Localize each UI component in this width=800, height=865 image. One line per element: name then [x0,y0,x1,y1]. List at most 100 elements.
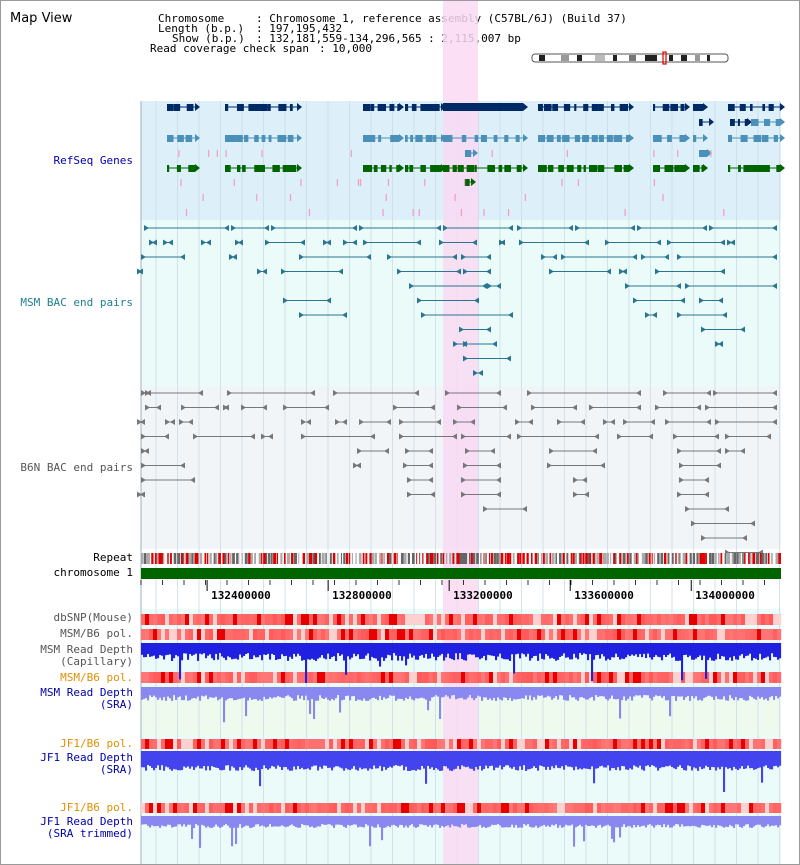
jf1-depth-trimmed-bar [219,816,222,828]
msm-bac-end-left [453,341,458,347]
b6n-bac-end-left [665,419,670,425]
msm-bac-end-left [359,225,364,231]
msm-depth-capillary-bar [271,643,274,654]
msm-b6-pol-strip-cell [217,629,222,640]
jf1-depth-trimmed-bar [269,816,272,825]
msm-depth-capillary-bar [749,643,752,654]
msm-depth-sra-bar [343,687,346,700]
msm-depth-sra-bar [513,687,516,700]
dbsnp-strip-cell [521,614,526,625]
jf1-b6-pol2-strip-cell [717,803,722,813]
msm-depth-sra-bar [751,687,754,698]
refseq-gene-row3-exon [443,135,452,142]
msm-bac-end-left [541,254,546,260]
msm-depth-capillary-bar [757,643,760,660]
jf1-depth-sra-bar [147,751,150,766]
jf1-depth-trimmed-bar [619,816,622,838]
msm-depth-capillary-bar [283,643,286,657]
jf1-depth-sra-bar [703,751,706,769]
msm-depth-sra-bar [577,687,580,701]
refseq-gene-row5-exon [679,165,685,172]
dbsnp-strip-cell [317,614,322,625]
jf1-depth-sra-bar [213,751,216,768]
msm-b6-pol-strip-cell [533,629,538,640]
msm-bac-end-left [144,225,149,231]
msm-depth-sra-bar [281,687,284,698]
refseq-gene-row3-exon [369,135,376,142]
msm-depth-sra-bar [227,687,230,699]
repeat-element [403,553,407,564]
label-repeat: Repeat [93,551,133,564]
dbsnp-strip-cell [149,614,154,625]
repeat-element [742,553,744,564]
jf1-b6-pol2-strip-cell [205,803,210,813]
jf1-depth-trimmed-bar [527,816,530,825]
msm-depth-sra-bar [147,687,150,701]
b6n-bac-end-right [490,448,495,454]
msm-depth-capillary-bar [243,643,246,656]
jf1-b6-pol-strip-cell [353,739,358,749]
msm-depth-capillary-bar [569,643,572,660]
jf1-b6-pol2-strip-cell [221,803,226,813]
repeat-element [677,553,680,564]
jf1-b6-pol2-strip-cell [237,803,242,813]
refseq-gene-row1-exon [583,104,589,111]
jf1-depth-trimmed-bar [757,816,760,825]
repeat-element [318,553,321,564]
jf1-depth-sra-bar [329,751,332,768]
jf1-depth-sra-bar [361,751,364,770]
msm-depth-capillary-bar [247,643,250,654]
jf1-b6-pol-strip-cell [385,739,390,749]
refseq-gene-row3-exon [740,135,748,142]
jf1-depth-trimmed-bar [741,816,744,828]
repeat-element [679,553,681,564]
refseq-gene-row4-exon [699,150,705,157]
b6n-bac-end-left [589,404,594,411]
dbsnp-strip-cell [593,614,598,625]
jf1-b6-pol-strip-cell [613,739,618,749]
b6n-bac-end-left [137,419,142,425]
repeat-element [146,553,150,564]
jf1-depth-sra-bar [705,751,708,766]
repeat-element [371,553,375,564]
repeat-element [160,553,164,564]
jf1-depth-trimmed-bar [301,816,304,825]
msm-b6-pol2-strip-cell [161,672,166,683]
msm-depth-capillary-bar [257,643,260,658]
repeat-element [213,553,217,564]
msm-bac-end-right [486,254,491,260]
msm-depth-sra-bar [759,687,762,699]
repeat-element [431,553,434,564]
msm-depth-capillary-bar [383,643,386,661]
jf1-depth-sra-bar [369,751,372,769]
b6n-bac-end-left [193,433,198,440]
msm-b6-pol2-strip-cell [649,672,654,683]
msm-depth-capillary-bar [325,643,328,660]
msm-b6-pol2-strip-cell [377,672,382,683]
jf1-b6-pol2-strip-cell [277,803,282,813]
msm-depth-capillary-bar [553,643,556,659]
msm-depth-capillary-bar [633,643,636,656]
msm-b6-pol2-strip-cell [769,672,774,683]
msm-depth-capillary-bar [753,643,756,659]
dbsnp-strip-cell [429,614,434,625]
repeat-element [254,553,256,564]
coverage-key: Read coverage check span [150,42,309,55]
jf1-b6-pol-strip-cell [709,739,714,749]
jf1-b6-pol-strip-cell [737,739,742,749]
repeat-element [596,553,599,564]
msm-bac-end-right [652,312,657,318]
b6n-bac-end-right [742,535,747,541]
refseq-gene-row3-exon [449,135,453,142]
msm-depth-capillary-bar [723,643,726,657]
msm-b6-pol2-strip-cell [141,672,146,683]
jf1-depth-sra-bar [573,751,576,771]
jf1-depth-trimmed-bar [521,816,524,828]
refseq-gene-row5-exon [601,165,605,172]
jf1-depth-sra-bar [651,751,654,766]
jf1-depth-sra-bar [305,751,308,770]
msm-b6-pol2-strip-cell [733,672,738,683]
msm-depth-sra-bar [575,687,578,700]
msm-depth-capillary-bar [191,643,194,656]
